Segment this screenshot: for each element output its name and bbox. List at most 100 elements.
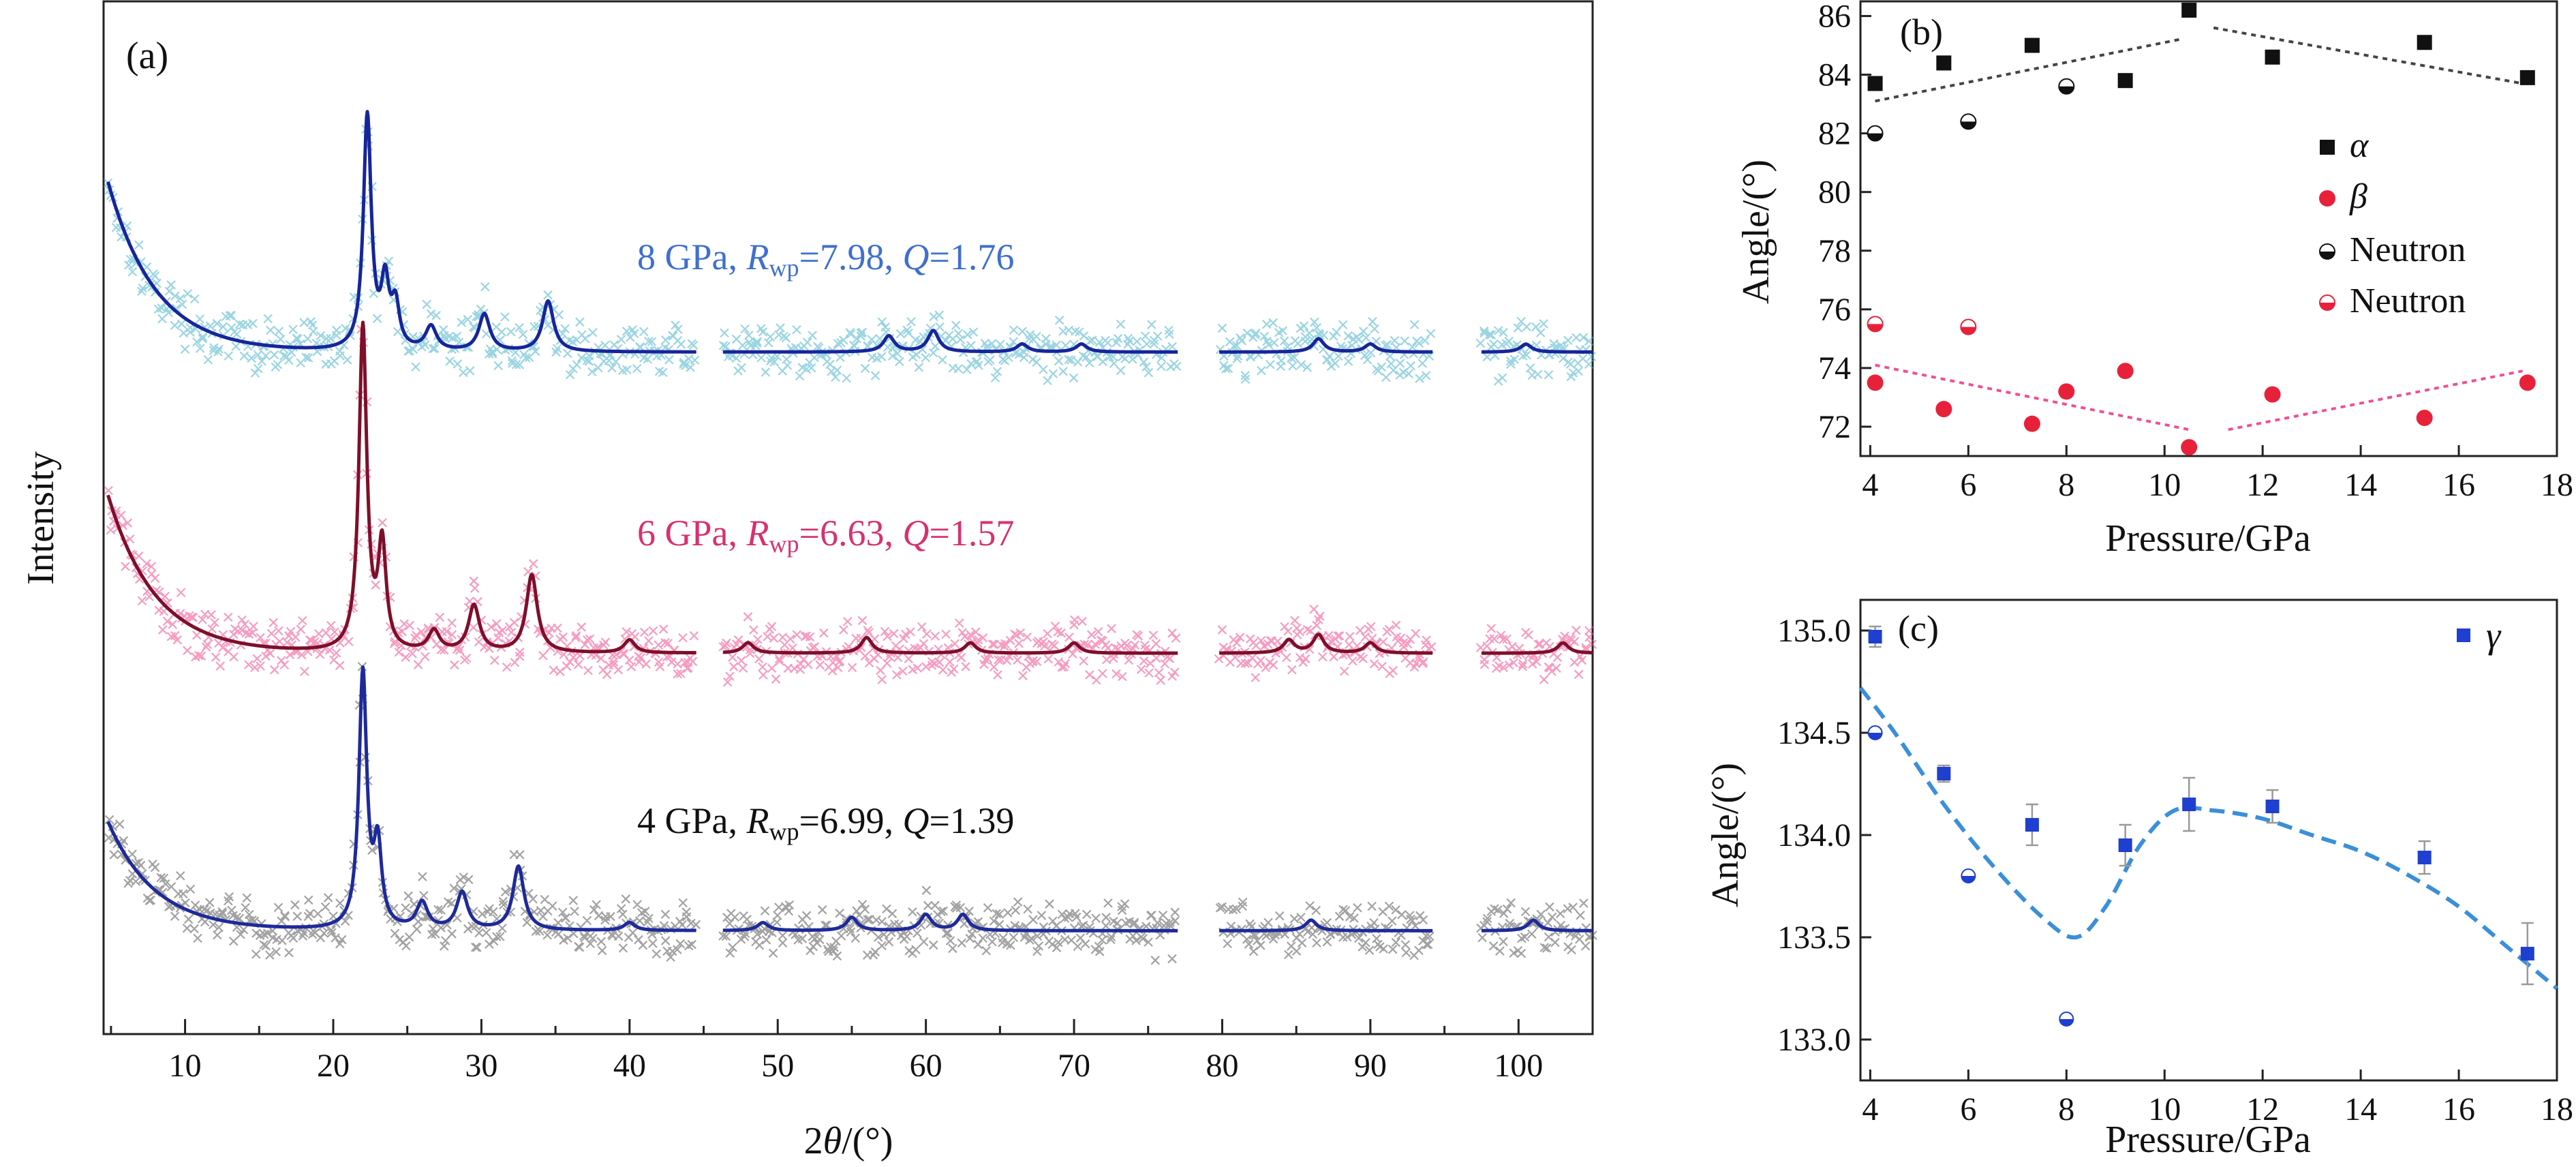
x-tick-label: 4 [1862, 1091, 1878, 1127]
x-tick-label: 10 [169, 1048, 202, 1084]
panel-c-points [1867, 625, 2534, 1027]
square-marker [2182, 798, 2196, 811]
x-label-theta: θ [823, 1120, 842, 1162]
square-marker [2457, 628, 2470, 642]
fit-line [106, 110, 698, 354]
annotation-rwp-value: =7.98, [799, 237, 903, 277]
y-tick-label: 133.0 [1777, 1022, 1851, 1058]
x-tick-label: 80 [1206, 1048, 1238, 1084]
series-6gpa [104, 320, 1597, 687]
square-marker [2181, 2, 2197, 18]
y-tick-label: 133.5 [1777, 920, 1851, 956]
half-circle-fill [1868, 733, 1882, 740]
half-circle-fill [2320, 252, 2335, 259]
legend-label: α [2350, 126, 2370, 165]
annotation-rwp-subscript: wp [769, 254, 799, 282]
square-marker [2520, 947, 2534, 960]
circle-marker [2519, 374, 2536, 391]
fit-line [722, 329, 1179, 354]
legend-label: Neutron [2350, 282, 2466, 320]
annotation-rwp-symbol: R [746, 800, 769, 841]
half-circle-fill [1961, 876, 1976, 883]
panel-a-data [103, 110, 1597, 965]
panel-c-fit-curve [1858, 686, 2558, 990]
panel-a-x-ticks: 10 20 30 40 50 60 70 80 90 100 [110, 1019, 1594, 1084]
x-tick-label: 70 [1058, 1048, 1090, 1084]
half-circle-fill [1961, 121, 1976, 130]
trend-line [2213, 26, 2523, 85]
x-tick-label: 8 [2058, 1091, 2074, 1127]
trend-line [1875, 37, 2180, 103]
panel-b-legend: αβ Neutron Neutron [2319, 126, 2466, 320]
circle-marker [1935, 401, 1952, 418]
annotation-q-symbol: Q [902, 513, 929, 554]
panel-b-angle-alpha-beta: (b) 4 6 8 10 12 14 16 18 72 74 76 78 80 82 84 86 αβ Neut… [1735, 0, 2573, 560]
fit-line [1218, 918, 1434, 933]
x-tick-label: 50 [761, 1048, 794, 1084]
series-4gpa-annotation: 4 GPa, Rwp=6.99, Q=1.39 [637, 800, 1014, 845]
annotation-rwp-subscript: wp [769, 818, 799, 845]
square-marker [2025, 818, 2039, 832]
trend-line [2228, 369, 2524, 431]
square-marker [2519, 70, 2535, 85]
panel-a-x-axis-label: 2θ/(°) [804, 1120, 893, 1162]
square-marker [2417, 35, 2432, 50]
annotation-q-value: =1.39 [929, 800, 1014, 841]
annotation-q-value: =1.76 [929, 237, 1014, 277]
panel-a-label: (a) [126, 35, 168, 77]
x-tick-label: 10 [2148, 467, 2181, 503]
fit-line [1480, 918, 1594, 933]
circle-marker [2117, 363, 2134, 380]
panel-c-angle-gamma: (c) 4 6 8 10 12 14 16 18 133.0 133.5 134.0 134.5 135… [1704, 598, 2573, 1161]
panel-c-ticks: 4 6 8 10 12 14 16 18 133.0 133.5 134.0 134.5 135.0 [1777, 613, 2573, 1127]
y-tick-label: 135.0 [1777, 613, 1851, 649]
series-4gpa [104, 662, 1597, 965]
observed-points [1476, 898, 1597, 958]
x-tick-label: 8 [2058, 467, 2074, 503]
panel-a-frame [102, 0, 1594, 1035]
annotation-q-symbol: Q [902, 237, 929, 277]
fit-line [1218, 337, 1434, 354]
y-tick-label: 84 [1818, 57, 1851, 93]
square-marker [2265, 49, 2280, 65]
annotation-q-symbol: Q [902, 800, 929, 841]
y-tick-label: 134.5 [1777, 715, 1851, 751]
square-marker [2117, 73, 2133, 89]
half-circle-fill [1961, 327, 1976, 335]
annotation-rwp-value: =6.99, [799, 800, 903, 841]
x-tick-label: 90 [1354, 1048, 1387, 1084]
panel-c-label: (c) [1898, 608, 1939, 649]
square-marker [1936, 55, 1952, 71]
panel-b-label: (b) [1900, 12, 1943, 52]
square-marker [1937, 767, 1951, 780]
x-tick-label: 16 [2442, 467, 2475, 503]
half-circle-fill [1867, 324, 1883, 332]
fit-line [106, 665, 698, 933]
square-marker [2320, 140, 2335, 155]
panel-b-y-axis-label: Angle/(°) [1735, 160, 1777, 304]
panel-b-trend-lines [1875, 26, 2524, 431]
panel-b-ticks: 4 6 8 10 12 14 16 18 72 74 76 78 80 82 84 86 [1818, 0, 2573, 503]
fit-line [106, 320, 698, 654]
half-circle-fill [2320, 303, 2335, 310]
fit-line [1218, 633, 1434, 655]
observed-points [103, 124, 700, 380]
annotation-q-value: =1.57 [929, 513, 1014, 554]
circle-marker [2416, 410, 2433, 427]
panel-c-y-axis-label: Angle/(°) [1704, 763, 1747, 907]
observed-points [1475, 316, 1597, 386]
series-8gpa-annotation: 8 GPa, Rwp=7.98, Q=1.76 [637, 237, 1014, 282]
fit-curve-line [1858, 686, 2558, 990]
x-tick-label: 12 [2246, 1091, 2279, 1127]
panel-c-frame [1859, 598, 2558, 1082]
y-tick-label: 72 [1818, 409, 1851, 445]
y-tick-label: 86 [1818, 0, 1851, 35]
x-label-prefix: 2 [804, 1120, 823, 1162]
x-tick-label: 4 [1862, 467, 1878, 503]
square-marker [1868, 630, 1882, 643]
square-marker [2118, 838, 2132, 852]
annotation-pressure: 6 GPa, [637, 513, 747, 554]
x-tick-label: 60 [910, 1048, 942, 1084]
x-tick-label: 14 [2344, 467, 2377, 503]
